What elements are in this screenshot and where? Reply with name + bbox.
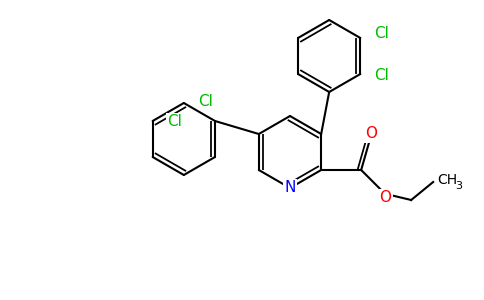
Text: Cl: Cl: [198, 94, 212, 109]
Text: Cl: Cl: [374, 68, 389, 83]
Text: O: O: [379, 190, 391, 206]
Text: O: O: [365, 127, 377, 142]
Text: CH: CH: [437, 173, 457, 187]
Text: 3: 3: [455, 181, 463, 191]
Text: N: N: [284, 181, 296, 196]
Text: Cl: Cl: [374, 26, 389, 41]
Text: Cl: Cl: [166, 113, 182, 128]
